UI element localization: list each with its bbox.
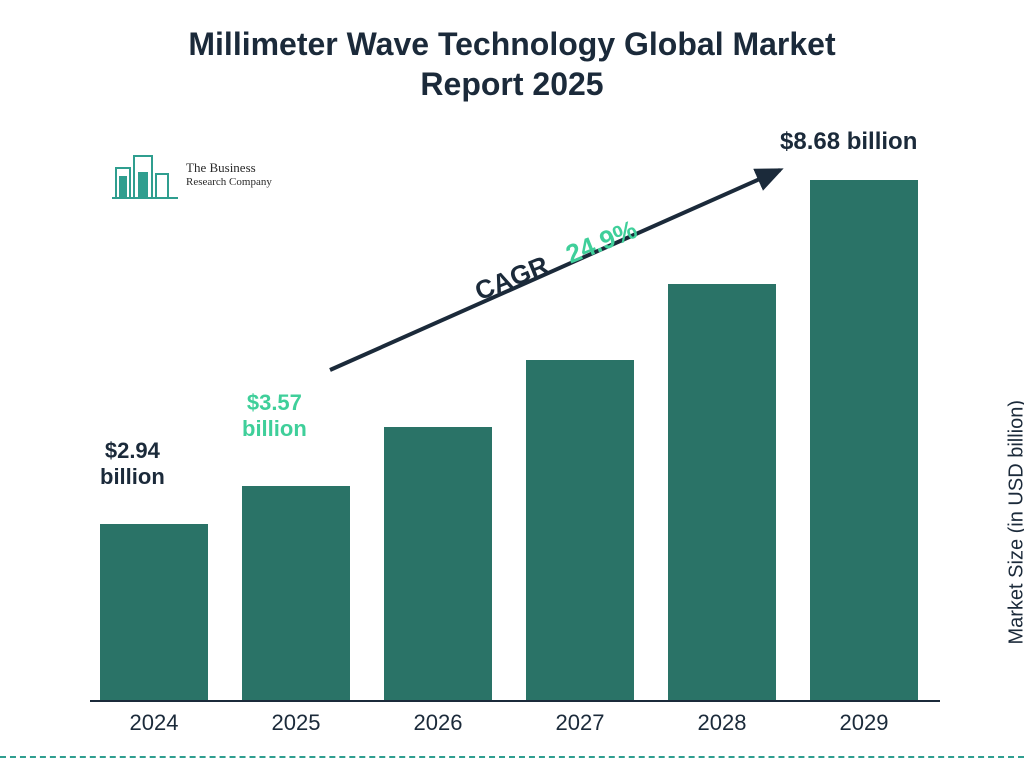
bar-2026 xyxy=(384,427,492,700)
logo-text: The Business Research Company xyxy=(186,161,272,189)
bottom-dashed-divider xyxy=(0,756,1024,758)
cagr-value: 24.9% xyxy=(562,214,642,269)
y-axis-label: Market Size (in USD billion) xyxy=(1006,400,1024,645)
value-label-1: $3.57billion xyxy=(242,390,307,443)
logo-text-line1: The Business xyxy=(186,161,272,176)
title-line-1: Millimeter Wave Technology Global Market xyxy=(0,24,1024,64)
logo-text-line2: Research Company xyxy=(186,176,272,189)
xlabel-2028: 2028 xyxy=(658,710,786,736)
buildings-icon xyxy=(110,150,180,200)
xlabel-2025: 2025 xyxy=(232,710,360,736)
bar-2024 xyxy=(100,524,208,700)
company-logo: The Business Research Company xyxy=(110,150,272,200)
cagr-label: CAGR 24.9% xyxy=(470,214,641,307)
bar-2029 xyxy=(810,180,918,700)
bar-2028 xyxy=(668,284,776,700)
xlabel-2024: 2024 xyxy=(90,710,218,736)
xlabel-2029: 2029 xyxy=(800,710,928,736)
value-label-2: $8.68 billion xyxy=(780,128,917,157)
xlabel-2026: 2026 xyxy=(374,710,502,736)
bar-2025 xyxy=(242,486,350,700)
chart-container: Millimeter Wave Technology Global Market… xyxy=(0,0,1024,768)
xlabel-2027: 2027 xyxy=(516,710,644,736)
value-label-0: $2.94billion xyxy=(100,438,165,491)
x-axis-baseline xyxy=(90,700,940,702)
bar-2027 xyxy=(526,360,634,700)
title-line-2: Report 2025 xyxy=(0,64,1024,104)
cagr-prefix: CAGR xyxy=(470,250,552,306)
chart-title: Millimeter Wave Technology Global Market… xyxy=(0,24,1024,104)
